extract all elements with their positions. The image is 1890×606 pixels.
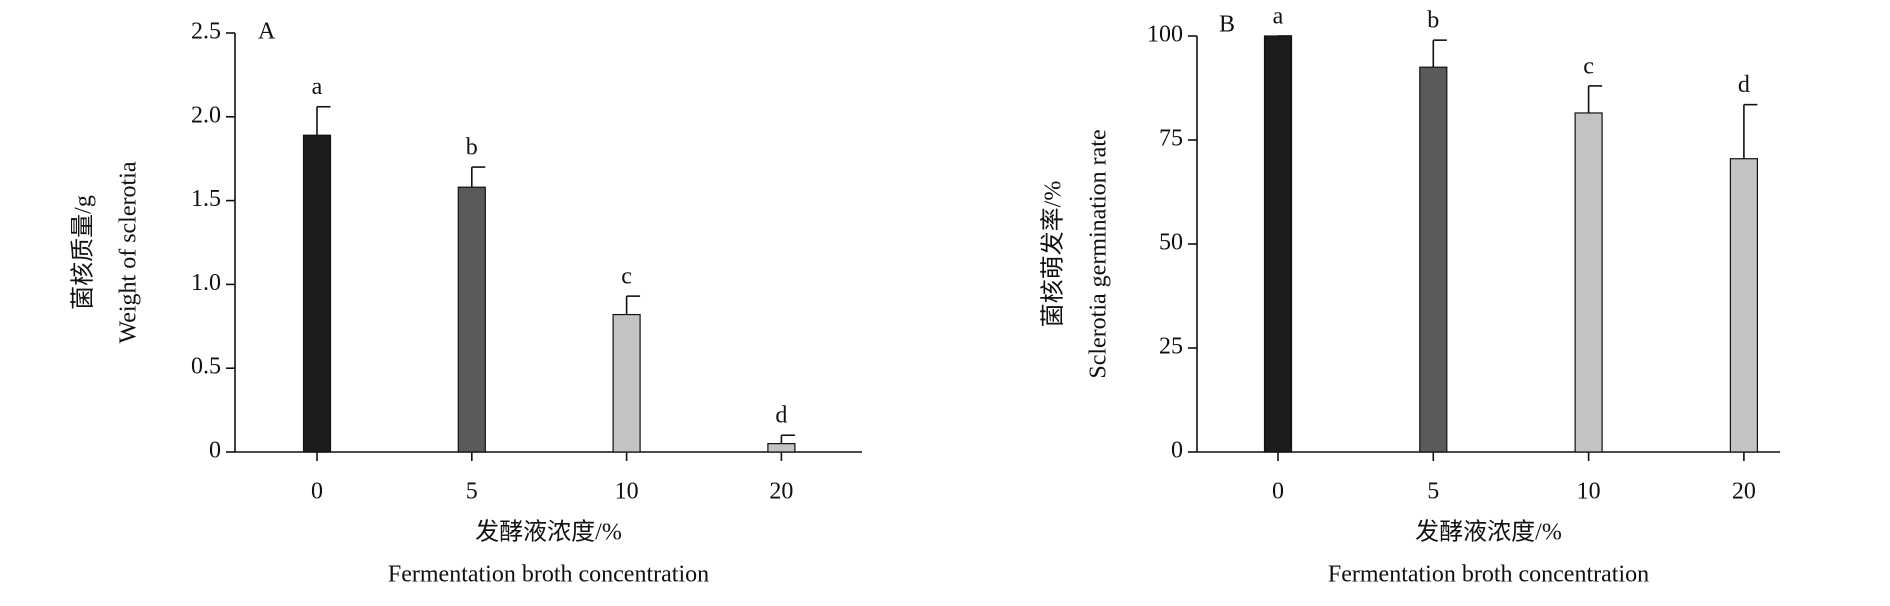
x-axis-title: 发酵液浓度/% — [475, 519, 622, 546]
x-tick-label: 5 — [1427, 479, 1439, 505]
y-tick-label: 0 — [1171, 438, 1183, 464]
bar — [612, 313, 641, 453]
y-axis-title: Weight of sclerotia — [116, 161, 142, 343]
x-axis-title: Fermentation broth concentration — [1328, 562, 1649, 588]
x-tick-label: 0 — [1272, 479, 1284, 505]
significance-letter: a — [1273, 4, 1284, 30]
panel-label: A — [258, 19, 276, 45]
y-axis-title: 菌核质量/g — [70, 195, 97, 310]
y-tick-label: 0 — [209, 438, 221, 464]
significance-letter: b — [466, 135, 478, 161]
chart-panel: A 0 0.5 1.0 1.5 2.0 2.5 0 a 5 b 10 c 20 d 发酵液浓度/% Fermen… — [70, 19, 862, 588]
significance-letter: c — [1583, 53, 1594, 79]
bar — [1263, 35, 1293, 453]
significance-letter: b — [1427, 8, 1439, 34]
y-tick-label: 1.5 — [191, 186, 221, 212]
y-tick-label: 1.0 — [191, 270, 221, 296]
bar — [457, 186, 486, 453]
x-axis-title: 发酵液浓度/% — [1415, 519, 1562, 546]
x-tick-label: 10 — [1577, 479, 1601, 505]
y-tick-label: 2.0 — [191, 102, 221, 128]
bar — [767, 443, 796, 453]
y-tick-label: 25 — [1159, 334, 1183, 360]
x-axis-title: Fermentation broth concentration — [388, 562, 709, 588]
y-tick-label: 100 — [1147, 22, 1183, 48]
significance-letter: d — [1738, 72, 1750, 98]
x-tick-label: 5 — [466, 479, 478, 505]
chart-panel: B 0 25 50 75 100 0 a 5 b 10 c 20 d 发酵液浓度/% Fermentation… — [1040, 4, 1780, 588]
bar — [1419, 66, 1448, 453]
y-tick-label: 75 — [1159, 126, 1183, 152]
panel-label: B — [1219, 12, 1235, 38]
x-tick-label: 10 — [615, 479, 639, 505]
y-tick-label: 2.5 — [191, 19, 221, 45]
x-tick-label: 20 — [769, 479, 793, 505]
y-tick-label: 0.5 — [191, 354, 221, 380]
bar — [1574, 112, 1603, 453]
bar — [1729, 158, 1759, 453]
y-axis-title: Sclerotia germination rate — [1086, 129, 1112, 378]
y-axis-title: 菌核萌发率/% — [1040, 181, 1067, 328]
x-tick-label: 0 — [311, 479, 323, 505]
bar — [302, 134, 332, 453]
y-tick-label: 50 — [1159, 230, 1183, 256]
significance-letter: d — [775, 403, 787, 429]
x-tick-label: 20 — [1732, 479, 1756, 505]
significance-letter: a — [312, 74, 323, 100]
significance-letter: c — [621, 264, 632, 290]
